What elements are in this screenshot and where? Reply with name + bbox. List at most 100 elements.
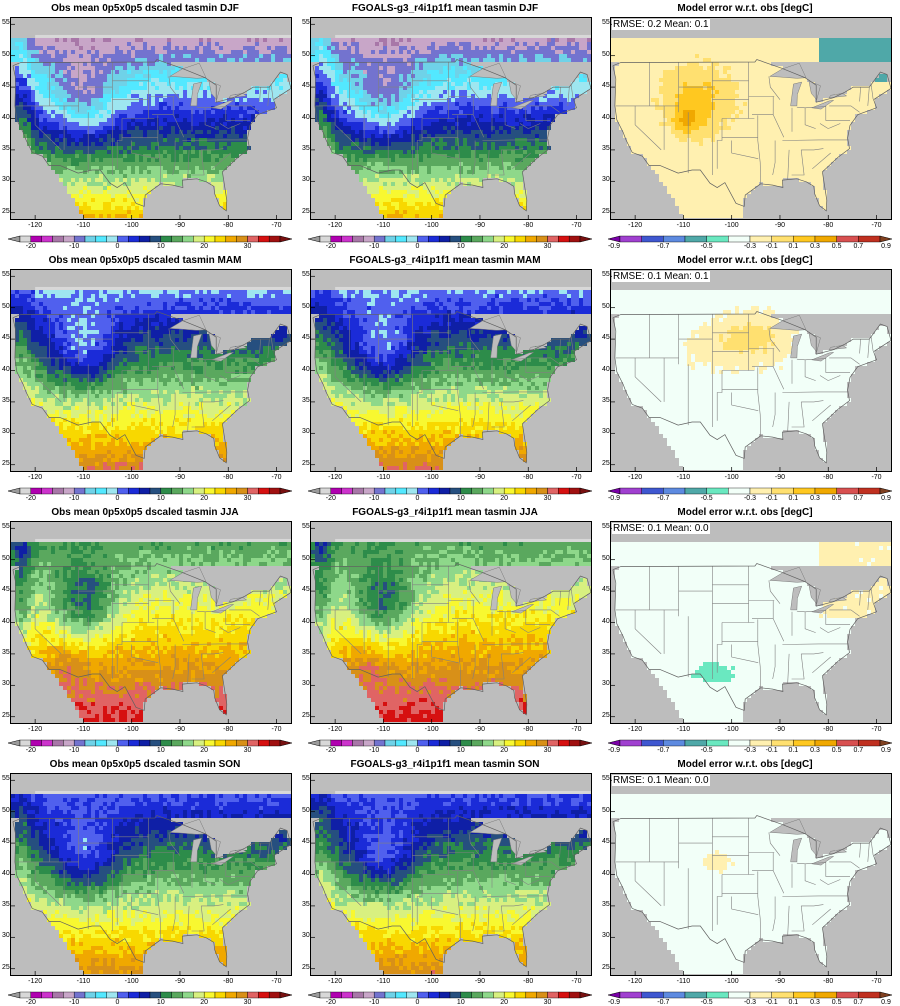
map-svg [11,774,291,975]
colorbar-tick-label: -0.5 [695,243,719,250]
colorbar-tick-label: -0.1 [760,747,784,754]
colorbar-bin [685,740,707,746]
colorbar-bin [815,236,837,242]
lon-tick-label: -120 [23,474,47,481]
colorbar-bin [772,488,794,494]
colorbar-bin [172,740,183,746]
lon-tick-label: -120 [623,474,647,481]
lat-tick-label: 45 [2,82,12,89]
colorbar-tick-label: -10 [62,495,86,502]
colorbar-tick-label: 30 [536,495,560,502]
colorbar-bin [31,740,42,746]
colorbar-bin [172,236,183,242]
colorbar-max-arrow [280,488,292,494]
colorbar-bin [461,488,472,494]
lon-tick-label: -110 [671,978,695,985]
colorbar-tick-label: 10 [449,999,473,1006]
lon-tick-label: -100 [120,222,144,229]
lat-tick-label: 40 [602,366,612,373]
lat-tick-label: 50 [302,555,312,562]
colorbar-bin [793,992,815,998]
colorbar-tick-label: 0 [106,495,130,502]
colorbar-bin [226,236,237,242]
colorbar-bin [685,488,707,494]
lat-tick-label: 35 [602,649,612,656]
colorbar-bin [707,236,729,242]
colorbar-bin [320,992,331,998]
colorbar-bin [620,992,642,998]
colorbar-tick-label: 0.3 [803,243,827,250]
colorbar-bin [374,236,385,242]
lat-tick-label: 50 [302,303,312,310]
colorbar-bin [642,992,664,998]
lon-tick-label: -70 [265,726,289,733]
colorbar-tick-label: 0.7 [846,495,870,502]
lon-tick-label: -110 [671,474,695,481]
colorbar-bin [750,740,772,746]
colorbar-bin [248,488,259,494]
lat-tick-label: 55 [602,19,612,26]
colorbar-bin [161,488,172,494]
lat-tick-label: 50 [2,555,12,562]
colorbar-tick-label: 0 [406,243,430,250]
lon-tick-label: -120 [323,726,347,733]
colorbar-tick-label: -20 [19,747,43,754]
colorbar-tick-label: -0.3 [738,243,762,250]
lon-tick-label: -90 [768,222,792,229]
colorbar-bin [515,992,526,998]
colorbar-bin [642,488,664,494]
map-svg [311,522,591,723]
colorbar-bin [193,488,204,494]
lon-tick-label: -110 [71,474,95,481]
lon-tick-label: -110 [371,474,395,481]
colorbar-bin [193,992,204,998]
colorbar-bin [342,236,353,242]
colorbar-tick-label: -10 [362,243,386,250]
colorbar-bin [85,236,96,242]
lat-tick-label: 55 [602,775,612,782]
lon-tick-label: -80 [516,222,540,229]
lon-tick-label: -80 [516,726,540,733]
lat-tick-label: 35 [302,901,312,908]
colorbar-bin [407,488,418,494]
colorbar-bin [85,992,96,998]
colorbar-bin [172,992,183,998]
lon-tick-label: -70 [565,726,589,733]
colorbar-bin [20,740,31,746]
colorbar-bin [204,488,215,494]
colorbar-bin [569,740,580,746]
panel-title: FGOALS-g3_r4i1p1f1 mean tasmin MAM [300,255,590,266]
colorbar-tick-label: 0.1 [781,999,805,1006]
lon-tick-label: -90 [468,474,492,481]
colorbar-bin [407,992,418,998]
panel-title: Model error w.r.t. obs [degC] [600,507,890,518]
colorbar-bin [450,236,461,242]
colorbar-bin [161,992,172,998]
lon-tick-label: -110 [671,726,695,733]
lon-tick-label: -70 [865,726,889,733]
colorbar-bin [237,992,248,998]
colorbar-max-arrow [280,236,292,242]
colorbar-bin [750,992,772,998]
colorbar-min-arrow [308,236,320,242]
colorbar-bin [707,992,729,998]
colorbar-bin [226,740,237,746]
lat-tick-label: 55 [302,523,312,530]
colorbar-tick-label: -10 [362,999,386,1006]
error-stats: RMSE: 0.2 Mean: 0.1 [612,19,710,30]
panel-title: Model error w.r.t. obs [degC] [600,759,890,770]
colorbar-bin [63,488,74,494]
colorbar-bin [526,992,537,998]
colorbar-bin [537,236,548,242]
lon-tick-label: -110 [671,222,695,229]
colorbar-bin [74,488,85,494]
colorbar-bin [128,236,139,242]
lon-tick-label: -70 [865,978,889,985]
colorbar-bin [461,992,472,998]
colorbar-bin [837,740,859,746]
colorbar-bin [74,740,85,746]
colorbar-bin [183,992,194,998]
